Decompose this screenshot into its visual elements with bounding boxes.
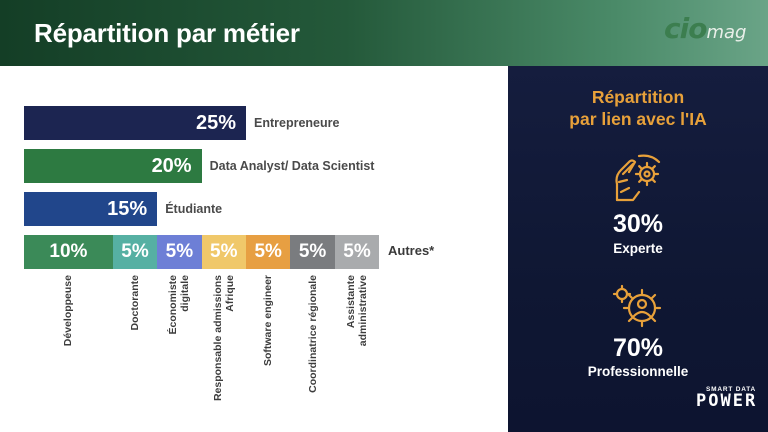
bar-category-label: Entrepreneure [254, 116, 340, 130]
bar-1: 25% [24, 106, 246, 140]
segment-category-label: Économiste digitale [167, 275, 191, 405]
stacked-segment-3: 5% [157, 235, 202, 269]
job-distribution-chart: 25% Entrepreneure 20% Data Analyst/ Data Sc… [0, 66, 508, 432]
segment-value-label: 5% [254, 241, 282, 262]
segment-category-label: Software engineer [262, 275, 275, 367]
brand-small: SMART DATA [705, 386, 756, 393]
stat-expert-value: 30% [612, 210, 664, 238]
logo-part-2: mag [706, 22, 747, 43]
label-line: administrative [357, 275, 369, 347]
gear-person-icon [612, 284, 662, 328]
brand-big: POWER [696, 391, 758, 411]
stacked-bar-label: Autres* [388, 243, 435, 258]
segment-category-label: Responsable admissions Afrique [212, 275, 236, 405]
stacked-segment-4: 5% [201, 235, 246, 269]
segment-value-label: 5% [298, 241, 327, 262]
header-banner: Répartition par métier ciomag [0, 0, 768, 66]
ai-relation-panel: Répartition par lien avec l'IA 30% Exper… [508, 66, 768, 432]
segment-category-label: Assistante administrative [345, 275, 369, 405]
smart-data-power-logo: SMART DATA POWER [696, 386, 758, 411]
segment-category-label: Coordinatrice régionale [306, 275, 319, 393]
segment-category-label: Développeuse [62, 275, 75, 347]
stacked-segment-1: 10% [24, 235, 113, 269]
page-title: Répartition par métier [34, 18, 300, 48]
label-line: digitale [179, 275, 192, 312]
segment-value-label: 5% [121, 241, 149, 262]
panel-title: Répartition par lien avec l'IA [508, 86, 768, 130]
bar-category-label: Étudiante [165, 202, 223, 216]
stacked-segment-7: 5% [334, 235, 380, 269]
logo-part-1: cio [664, 12, 707, 45]
stat-professional-value: 70% [612, 334, 664, 362]
segment-category-label: Doctorante [129, 275, 141, 331]
bar-2: 20% [24, 149, 202, 183]
label-line: Économiste [167, 275, 180, 335]
bar-category-label: Data Analyst/ Data Scientist [209, 159, 375, 173]
label-line: Afrique [223, 275, 236, 312]
cio-mag-logo: ciomag [660, 8, 752, 48]
segment-value-label: 5% [165, 241, 194, 262]
hand-gear-icon [615, 154, 661, 202]
bar-value-label: 25% [195, 112, 236, 134]
panel-title-line-2: par lien avec l'IA [569, 109, 707, 129]
segment-value-label: 5% [210, 241, 238, 262]
stacked-segment-5: 5% [246, 235, 291, 269]
label-line: Responsable admissions [211, 275, 224, 402]
stat-expert-label: Experte [613, 241, 663, 256]
label-line: Assistante [345, 275, 357, 329]
panel-title-line-1: Répartition [591, 87, 685, 107]
bar-value-label: 15% [107, 198, 148, 220]
stacked-segment-2: 5% [112, 235, 158, 269]
segment-value-label: 5% [343, 241, 371, 262]
segment-value-label: 10% [49, 241, 88, 262]
bar-3: 15% [24, 192, 158, 226]
stacked-segment-6: 5% [290, 235, 335, 269]
bar-value-label: 20% [151, 155, 192, 177]
stat-professional-label: Professionnelle [587, 364, 689, 379]
